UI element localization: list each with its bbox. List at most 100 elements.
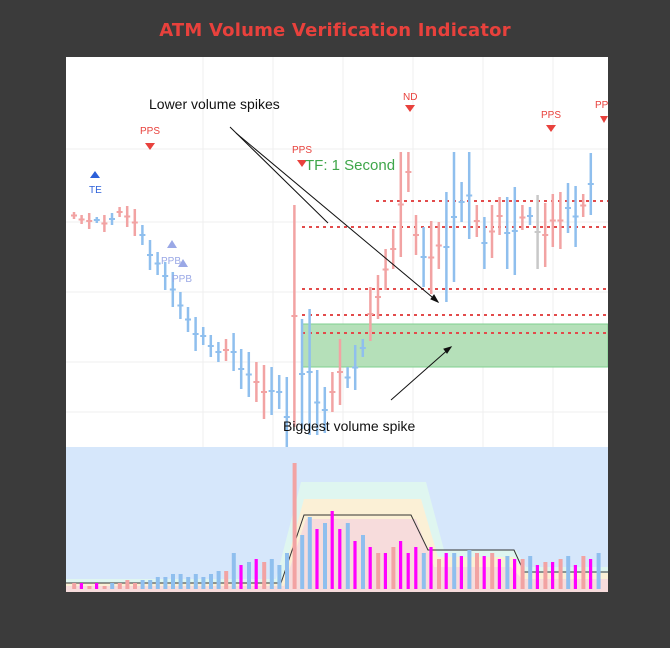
volume-bar: [285, 553, 289, 589]
price-bar: [519, 205, 526, 230]
volume-bar: [125, 580, 130, 589]
price-bar: [223, 339, 229, 361]
volume-bar: [277, 565, 282, 589]
volume-bar: [353, 541, 357, 589]
volume-bar: [361, 535, 365, 589]
ppb-arrow-icon: [167, 240, 177, 248]
price-bar: [428, 221, 435, 294]
volume-bar: [209, 574, 213, 589]
volume-bar: [414, 547, 418, 589]
price-bar: [101, 215, 108, 232]
volume-bar: [155, 577, 160, 589]
volume-bar: [437, 559, 441, 589]
volume-bar: [300, 535, 305, 589]
volume-bar: [323, 523, 327, 589]
price-bar: [504, 197, 511, 269]
pps-arrow-icon-4: [600, 116, 608, 123]
price-bar: [86, 213, 93, 229]
price-bar: [131, 209, 138, 236]
price-bar: [489, 205, 495, 258]
volume-bar: [262, 562, 267, 589]
price-bar: [397, 152, 404, 257]
volume-bar: [178, 574, 183, 589]
price-bar: [359, 339, 366, 357]
chart-svg: PPS TE PPB PPB PPS ND PPS PPS TF: 1 Seco…: [66, 57, 608, 592]
volume-bar: [133, 583, 137, 589]
price-bar: [329, 372, 336, 412]
volume-bar: [596, 553, 601, 589]
volume-band-inner: [66, 519, 608, 592]
volume-bar: [528, 556, 533, 589]
volume-bar: [216, 571, 221, 589]
price-bar: [253, 362, 260, 402]
volume-bar: [391, 547, 396, 589]
volume-bar: [171, 574, 175, 589]
pps-arrow-icon-2: [297, 160, 307, 167]
price-bar: [314, 370, 321, 435]
volume-bar: [581, 556, 586, 589]
volume-bar: [573, 565, 577, 589]
price-bar: [375, 275, 381, 319]
price-bar: [481, 217, 488, 269]
volume-bar: [307, 517, 312, 589]
volume-bar: [338, 529, 342, 589]
volume-bar: [247, 562, 251, 589]
volume-bar: [330, 511, 334, 589]
volume-bar: [399, 541, 403, 589]
price-bar: [93, 217, 100, 223]
volume-bar: [224, 571, 229, 589]
price-bars: [71, 152, 594, 457]
te-arrow-icon: [90, 171, 100, 178]
volume-bar: [421, 553, 426, 589]
price-bar: [185, 307, 191, 332]
pps-label-3: PPS: [541, 110, 561, 121]
price-bar: [534, 195, 541, 269]
price-bar: [542, 203, 549, 267]
price-bar: [162, 262, 169, 290]
price-bar: [283, 377, 290, 457]
price-bar: [352, 345, 359, 390]
price-bar: [549, 194, 556, 247]
price-bar: [71, 212, 77, 219]
price-bar: [565, 183, 571, 233]
volume-bar: [376, 553, 381, 589]
level-lines: [302, 200, 608, 334]
price-bar: [215, 342, 222, 362]
price-bar: [245, 352, 252, 397]
volume-bar: [186, 577, 191, 589]
volume-bar: [231, 553, 236, 589]
price-grid: [66, 57, 608, 447]
price-bar: [557, 192, 564, 249]
price-bar: [390, 229, 397, 269]
price-bar: [337, 339, 343, 405]
price-bar: [192, 317, 199, 351]
price-bar: [268, 367, 275, 415]
te-label: TE: [89, 185, 102, 196]
price-bar: [587, 153, 594, 215]
volume-bar: [163, 577, 168, 589]
pps-label-2: PPS: [292, 145, 312, 156]
volume-bar: [429, 547, 433, 589]
price-bar: [405, 152, 412, 192]
timeframe-label: TF: 1 Second: [305, 157, 395, 174]
ppb-label-2: PPB: [172, 274, 192, 285]
price-bar: [147, 240, 153, 270]
pps-arrow-icon-3: [546, 125, 556, 132]
price-bar: [200, 327, 207, 345]
volume-bar: [254, 559, 258, 589]
volume-bar: [383, 553, 387, 589]
price-bar: [580, 194, 587, 217]
price-bar: [276, 375, 283, 409]
price-bar: [458, 182, 465, 222]
price-bar: [413, 215, 419, 255]
ppb-arrow-icon-2: [178, 259, 188, 267]
price-bar: [451, 152, 457, 282]
price-bar: [116, 207, 123, 217]
price-bar: [154, 252, 161, 275]
annotation-arrows: [229, 126, 453, 401]
biggest-spike-label: Biggest volume spike: [283, 418, 416, 434]
volume-bar: [558, 559, 563, 589]
volume-bar: [193, 574, 198, 589]
volume-bar: [315, 529, 319, 589]
chart-area: PPS TE PPB PPB PPS ND PPS PPS TF: 1 Seco…: [66, 57, 608, 592]
